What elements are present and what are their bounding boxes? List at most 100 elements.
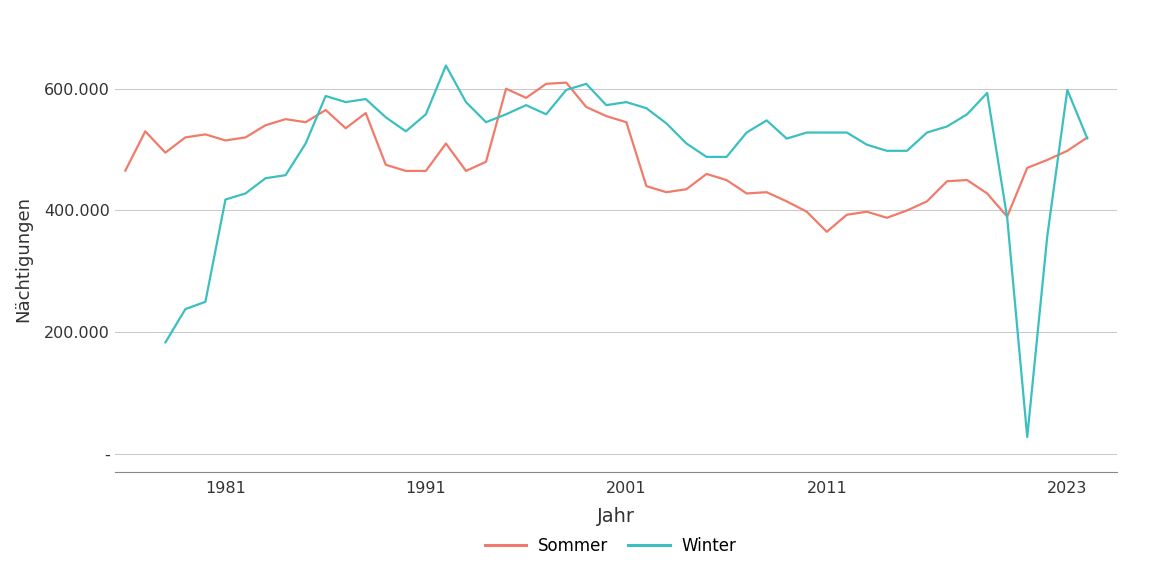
Sommer bbox=[539, 81, 553, 88]
Winter bbox=[560, 86, 574, 93]
X-axis label: Jahr: Jahr bbox=[598, 507, 635, 526]
Winter bbox=[399, 128, 412, 135]
Winter bbox=[680, 140, 694, 147]
Winter bbox=[1061, 86, 1075, 93]
Winter bbox=[419, 111, 433, 118]
Sommer bbox=[460, 168, 473, 175]
Sommer bbox=[961, 177, 975, 184]
Winter bbox=[1040, 233, 1054, 240]
Winter bbox=[159, 339, 173, 346]
Winter bbox=[579, 81, 593, 88]
Winter bbox=[900, 147, 914, 154]
Sommer bbox=[179, 134, 192, 141]
Sommer bbox=[439, 140, 453, 147]
Legend: Sommer, Winter: Sommer, Winter bbox=[478, 530, 743, 562]
Sommer bbox=[799, 209, 813, 215]
Sommer bbox=[579, 104, 593, 111]
Winter bbox=[660, 120, 674, 127]
Sommer bbox=[419, 168, 433, 175]
Sommer bbox=[940, 178, 954, 185]
Winter bbox=[339, 98, 353, 105]
Winter bbox=[720, 153, 734, 160]
Sommer bbox=[1000, 213, 1014, 220]
Sommer bbox=[138, 128, 152, 135]
Sommer bbox=[319, 107, 333, 113]
Sommer bbox=[520, 94, 533, 101]
Sommer bbox=[780, 198, 794, 205]
Sommer bbox=[1021, 164, 1034, 171]
Winter bbox=[359, 96, 373, 103]
Sommer bbox=[238, 134, 252, 141]
Winter bbox=[861, 141, 874, 148]
Winter bbox=[1081, 135, 1094, 142]
Winter bbox=[940, 123, 954, 130]
Winter bbox=[520, 102, 533, 109]
Sommer bbox=[339, 125, 353, 132]
Sommer bbox=[699, 170, 713, 177]
Sommer bbox=[298, 119, 312, 126]
Sommer bbox=[359, 109, 373, 116]
Winter bbox=[499, 111, 513, 118]
Winter bbox=[961, 111, 975, 118]
Winter bbox=[238, 190, 252, 197]
Winter bbox=[279, 172, 293, 179]
Sommer bbox=[599, 113, 613, 120]
Line: Sommer: Sommer bbox=[126, 82, 1087, 232]
Winter bbox=[198, 298, 212, 305]
Sommer bbox=[1040, 157, 1054, 164]
Sommer bbox=[720, 177, 734, 184]
Sommer bbox=[259, 122, 273, 128]
Winter bbox=[298, 140, 312, 147]
Sommer bbox=[119, 168, 132, 175]
Winter bbox=[980, 89, 994, 96]
Winter bbox=[920, 129, 934, 136]
Sommer bbox=[1061, 147, 1075, 154]
Sommer bbox=[399, 168, 412, 175]
Sommer bbox=[760, 189, 774, 196]
Winter bbox=[1021, 434, 1034, 441]
Winter bbox=[639, 105, 653, 112]
Winter bbox=[880, 147, 894, 154]
Line: Winter: Winter bbox=[166, 66, 1087, 437]
Winter bbox=[479, 119, 493, 126]
Sommer bbox=[639, 183, 653, 190]
Winter bbox=[319, 93, 333, 100]
Winter bbox=[760, 117, 774, 124]
Y-axis label: Nächtigungen: Nächtigungen bbox=[15, 196, 32, 322]
Winter bbox=[820, 129, 834, 136]
Winter bbox=[219, 196, 233, 203]
Winter bbox=[699, 153, 713, 160]
Winter bbox=[259, 175, 273, 181]
Sommer bbox=[198, 131, 212, 138]
Winter bbox=[780, 135, 794, 142]
Sommer bbox=[840, 211, 854, 218]
Winter bbox=[460, 98, 473, 105]
Sommer bbox=[980, 190, 994, 197]
Sommer bbox=[560, 79, 574, 86]
Winter bbox=[539, 111, 553, 118]
Winter bbox=[599, 102, 613, 109]
Sommer bbox=[820, 228, 834, 235]
Sommer bbox=[499, 85, 513, 92]
Sommer bbox=[740, 190, 753, 197]
Winter bbox=[439, 62, 453, 69]
Winter bbox=[799, 129, 813, 136]
Sommer bbox=[920, 198, 934, 205]
Sommer bbox=[279, 116, 293, 123]
Sommer bbox=[680, 185, 694, 192]
Sommer bbox=[660, 189, 674, 196]
Winter bbox=[379, 114, 393, 121]
Winter bbox=[740, 129, 753, 136]
Sommer bbox=[219, 137, 233, 144]
Winter bbox=[1000, 214, 1014, 221]
Sommer bbox=[1081, 134, 1094, 141]
Winter bbox=[840, 129, 854, 136]
Sommer bbox=[379, 161, 393, 168]
Sommer bbox=[880, 214, 894, 221]
Winter bbox=[620, 98, 634, 105]
Sommer bbox=[159, 149, 173, 156]
Sommer bbox=[861, 209, 874, 215]
Sommer bbox=[900, 207, 914, 214]
Sommer bbox=[479, 158, 493, 165]
Winter bbox=[179, 306, 192, 313]
